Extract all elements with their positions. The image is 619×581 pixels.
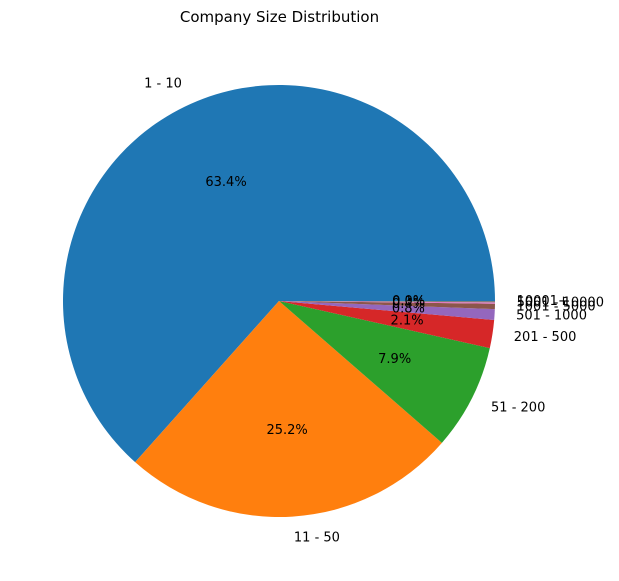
slice-percent-5001-10000: 0.1% bbox=[392, 295, 425, 310]
slice-percent-201-500: 2.1% bbox=[391, 313, 424, 328]
pie-slice-501-1000 bbox=[279, 301, 495, 320]
slice-percent-1-10: 63.4% bbox=[205, 175, 246, 190]
slice-percent-1001-5000: 0.4% bbox=[392, 297, 425, 312]
slice-label-501-1000: 501 - 1000 bbox=[516, 308, 587, 323]
slice-label-1001-5000: 1001 - 5000 bbox=[517, 299, 596, 314]
pie-slice-1001-5000 bbox=[279, 301, 495, 310]
slice-label-10001: 10001+ bbox=[517, 294, 569, 309]
pie-slice-201-500 bbox=[279, 301, 495, 349]
slice-label-1-10: 1 - 10 bbox=[144, 77, 182, 92]
slice-percent-10001: 0.0% bbox=[392, 294, 425, 309]
pie-slice-10001 bbox=[279, 301, 495, 303]
pie-slice-1-10 bbox=[63, 84, 496, 463]
pie-slice-51-200 bbox=[279, 301, 490, 443]
slice-label-201-500: 201 - 500 bbox=[514, 330, 577, 345]
slice-percent-51-200: 7.9% bbox=[378, 352, 411, 367]
chart-title: Company Size Distribution bbox=[179, 8, 380, 26]
pie-slice-5001-10000 bbox=[279, 301, 495, 304]
pie-slice-11-50 bbox=[135, 301, 442, 517]
slice-label-5001-10000: 5001 - 10000 bbox=[517, 296, 604, 311]
slice-percent-11-50: 25.2% bbox=[266, 423, 307, 438]
slice-label-11-50: 11 - 50 bbox=[294, 531, 340, 546]
slice-label-51-200: 51 - 200 bbox=[491, 401, 545, 416]
